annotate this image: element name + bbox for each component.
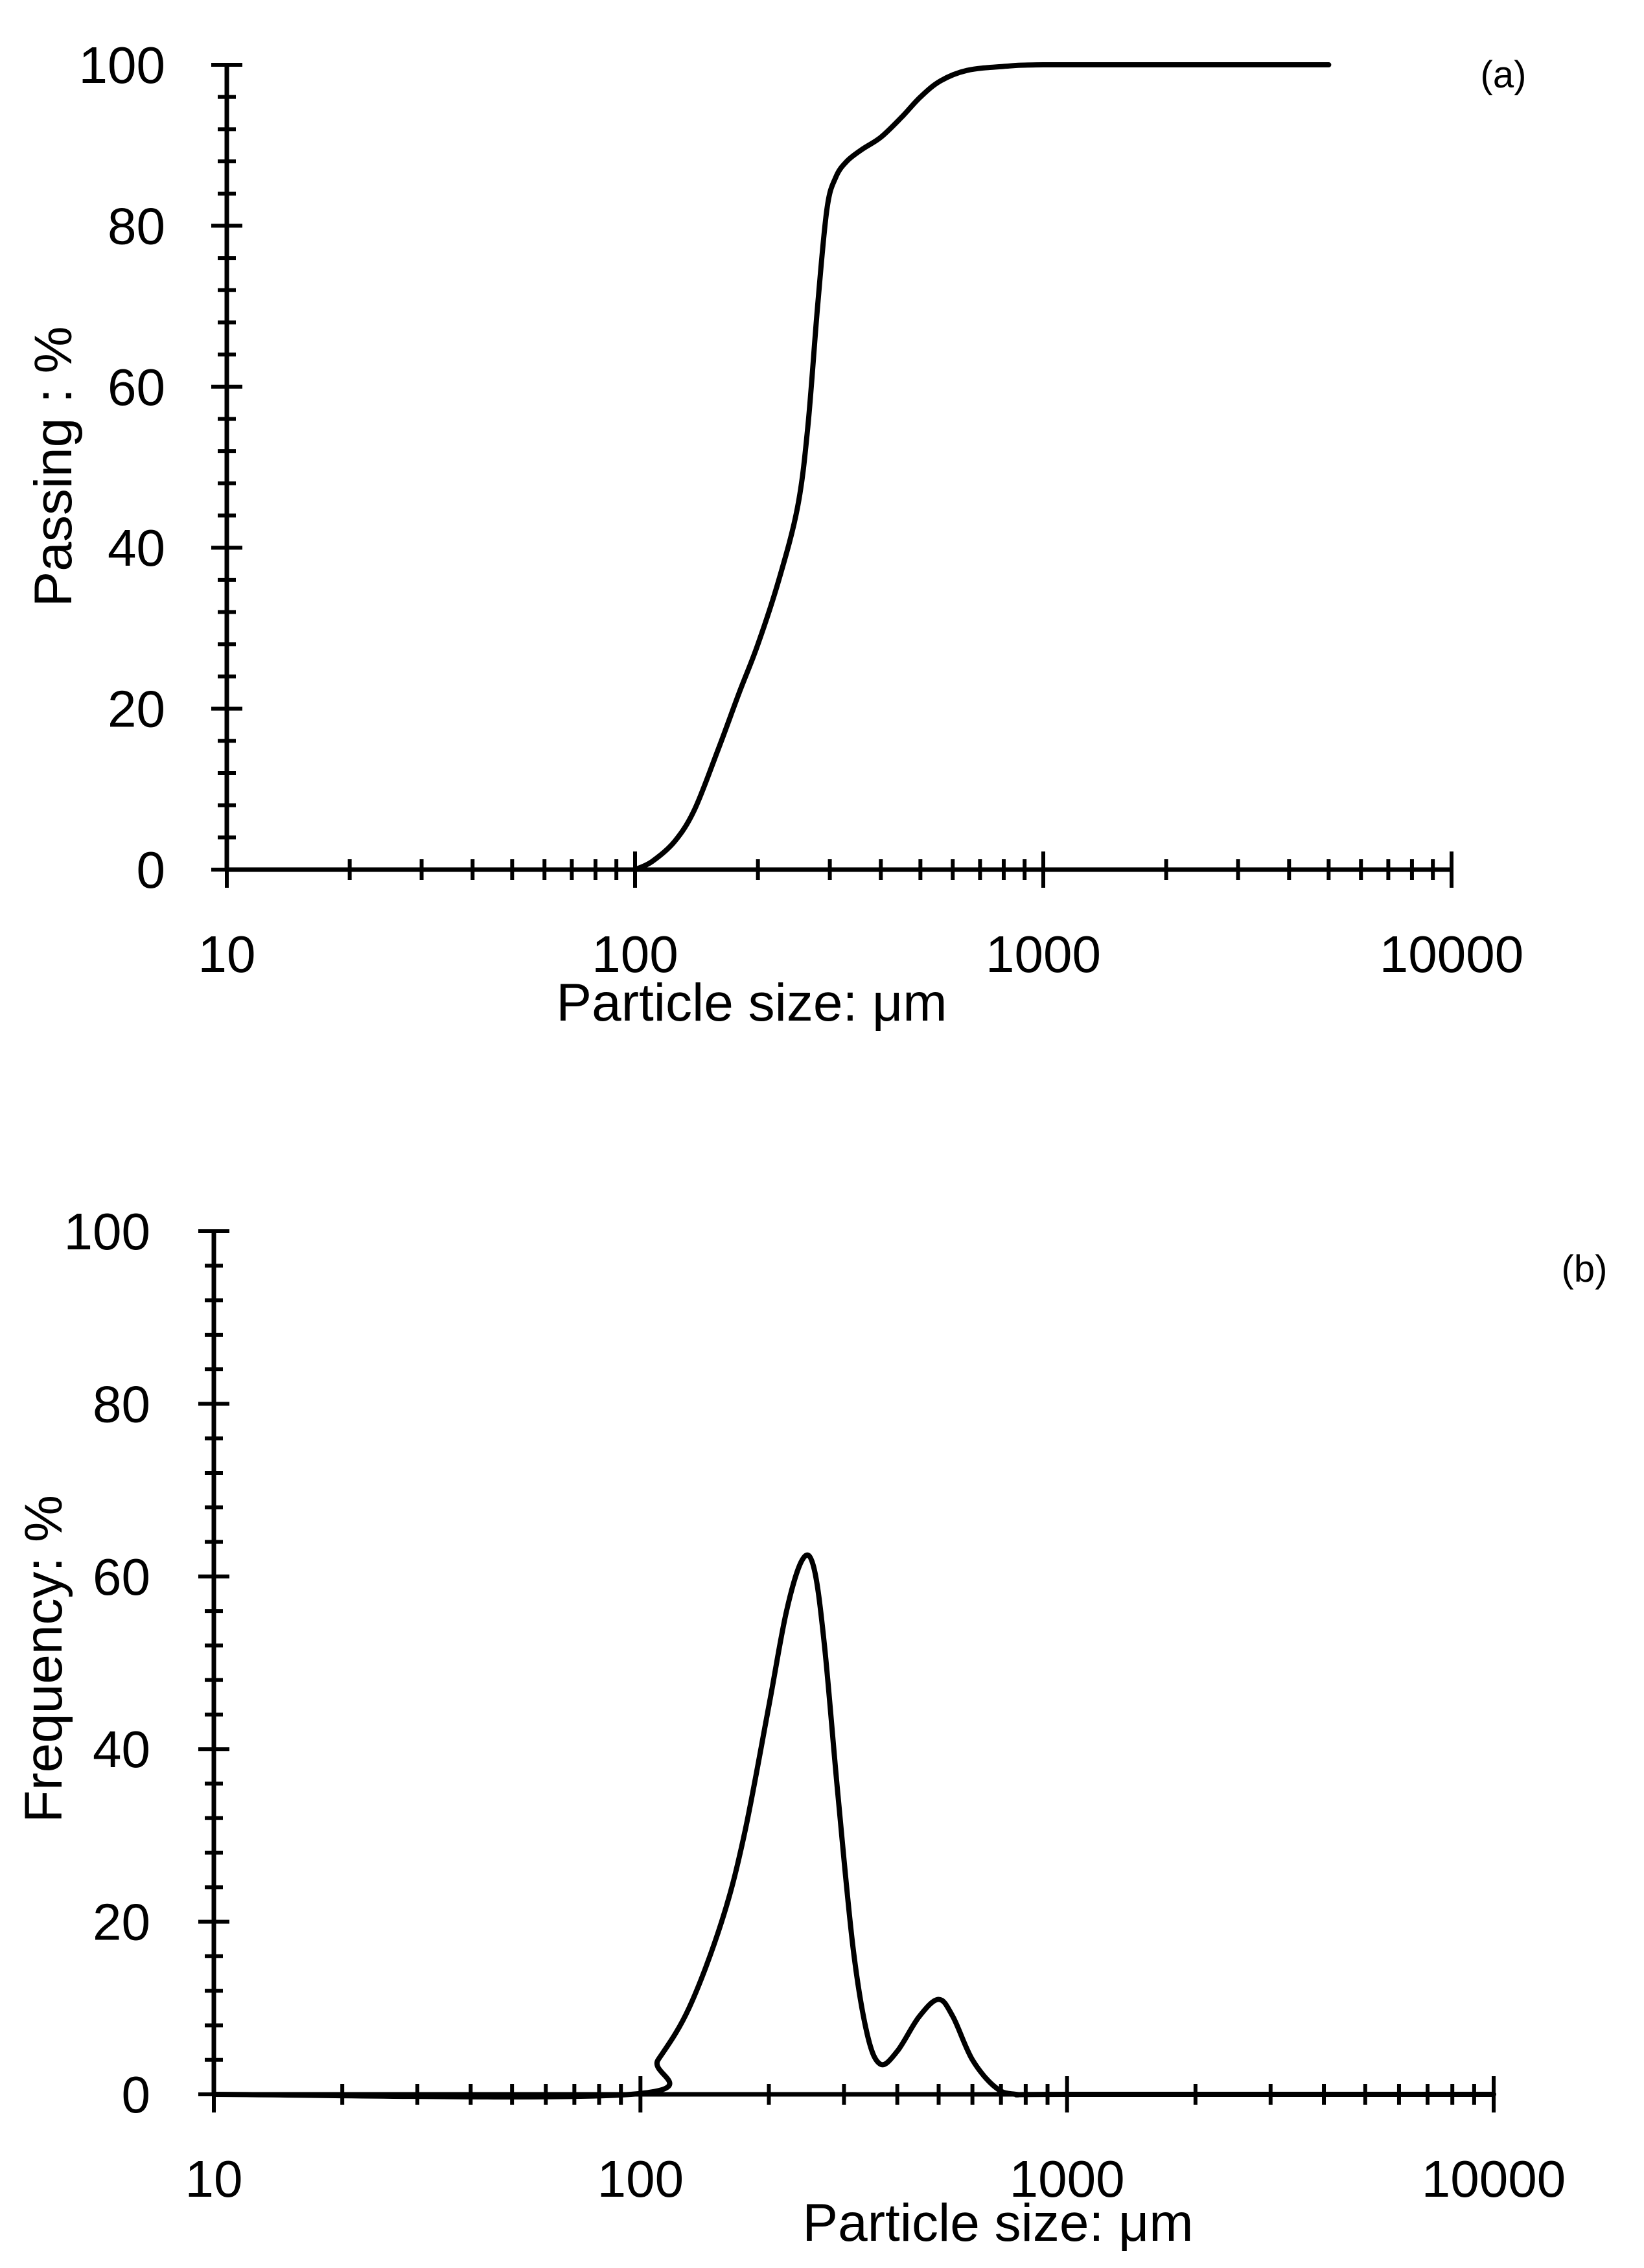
panel-a-x-tick-label: 100 — [592, 925, 678, 983]
panel-a-y-tick-label: 60 — [108, 358, 165, 416]
panel-a-x-axis-title: Particle size: μm — [556, 973, 947, 1032]
panel-b-y-tick-label: 40 — [93, 1720, 150, 1778]
panel-a-x-tick-label: 10000 — [1380, 925, 1523, 983]
panel-a-cumulative-passing-chart: 0 20 40 60 80 100 10 100 1000 10000 Particle siz… — [24, 36, 1526, 1032]
panel-b-y-tick-label: 100 — [64, 1203, 150, 1260]
panel-a-passing-curve — [632, 62, 1332, 872]
panel-b-x-tick-label: 10 — [185, 2150, 243, 2208]
panel-b-x-axis-title: Particle size: μm — [802, 2193, 1193, 2252]
panel-a-y-tick-label: 0 — [137, 841, 166, 899]
panel-b-y-axis-title: Frequency: % — [14, 1495, 73, 1823]
panel-b-y-tick-label: 80 — [93, 1375, 150, 1433]
panel-a-y-tick-label: 40 — [108, 519, 165, 577]
panel-b-x-tick-label: 100 — [597, 2150, 684, 2208]
panel-b-y-tick-labels: 0 20 40 60 80 100 — [64, 1203, 150, 2123]
panel-b-frequency-curve — [211, 1552, 1496, 2100]
panel-a-y-tick-label: 100 — [79, 36, 165, 94]
panel-a-x-tick-label: 10 — [198, 925, 256, 983]
panel-a-label: (a) — [1481, 54, 1527, 96]
panel-a-x-tick-label: 1000 — [986, 925, 1101, 983]
panel-a-y-tick-label: 20 — [108, 680, 165, 738]
panel-b-frequency-chart: 0 20 40 60 80 100 10 100 1000 10000 Particle siz… — [14, 1203, 1607, 2252]
panel-b-y-tick-label: 20 — [93, 1893, 150, 1951]
panel-b-x-tick-label: 1000 — [1010, 2150, 1125, 2208]
panel-b-x-tick-labels: 10 100 1000 10000 — [185, 2150, 1566, 2208]
panel-a-y-tick-labels: 0 20 40 60 80 100 — [79, 36, 165, 899]
panel-a-y-axis-title: Passing : % — [24, 327, 83, 607]
panel-b-label: (b) — [1562, 1248, 1608, 1290]
panel-b-x-tick-label: 10000 — [1422, 2150, 1566, 2208]
panel-a-y-tick-label: 80 — [108, 197, 165, 255]
panel-b-ticks — [198, 1229, 1496, 2112]
panel-b-y-tick-label: 60 — [93, 1548, 150, 1606]
panel-b-y-tick-label: 0 — [122, 2066, 151, 2123]
panel-a-x-tick-labels: 10 100 1000 10000 — [198, 925, 1524, 983]
